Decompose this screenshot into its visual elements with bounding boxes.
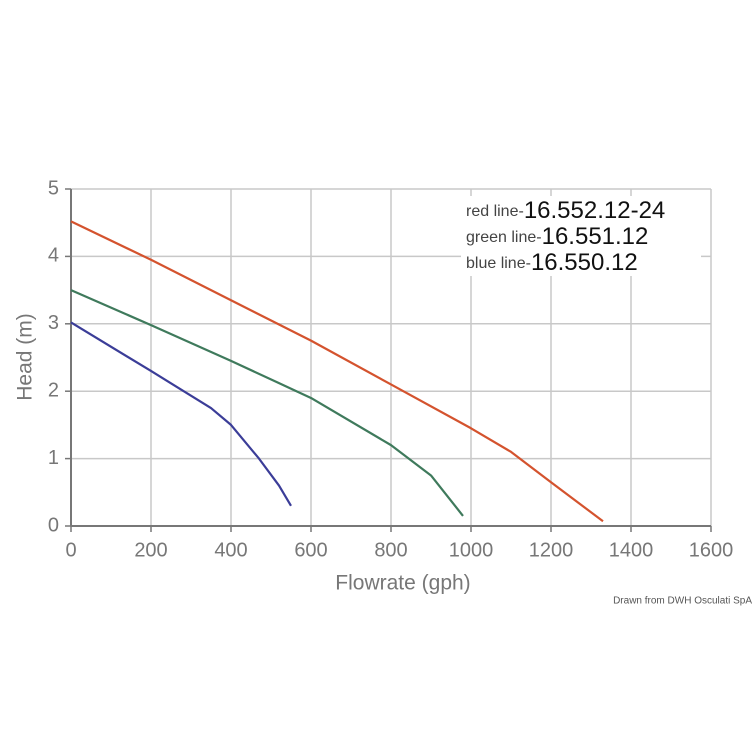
y-tick-label: 2: [48, 379, 59, 401]
y-tick-label: 0: [48, 514, 59, 536]
legend-name: 16.551.12: [542, 223, 649, 250]
legend-box: [461, 196, 701, 276]
series-line: [70, 289, 464, 517]
legend-entry: blue line-16.550.12: [466, 249, 638, 276]
y-tick-label: 1: [48, 447, 59, 469]
x-tick-label: 0: [65, 539, 76, 561]
x-tick-label: 1200: [529, 539, 574, 561]
legend-entry: green line-16.551.12: [466, 223, 648, 250]
series-line: [70, 220, 604, 523]
x-axis-title: Flowrate (gph): [335, 572, 470, 595]
y-tick-label: 4: [48, 245, 59, 267]
legend-prefix: red line-: [466, 203, 524, 220]
legend-entry: red line-16.552.12-24: [466, 197, 665, 224]
x-tick-label: 1000: [449, 539, 494, 561]
legend-name: 16.552.12-24: [524, 197, 665, 224]
y-axis-title: Head (m): [14, 313, 37, 401]
credit: Drawn from DWH Osculati SpA: [613, 596, 752, 607]
series-line: [70, 321, 292, 507]
x-tick-label: 400: [214, 539, 247, 561]
x-tick-label: 600: [294, 539, 327, 561]
legend-prefix: green line-: [466, 229, 542, 246]
y-tick-label: 5: [48, 177, 59, 199]
legend-name: 16.550.12: [531, 249, 638, 276]
x-tick-label: 200: [134, 539, 167, 561]
x-tick-label: 800: [374, 539, 407, 561]
legend-prefix: blue line-: [466, 255, 531, 272]
x-tick-label: 1400: [609, 539, 654, 561]
y-tick-label: 3: [48, 312, 59, 334]
x-tick-label: 1600: [689, 539, 734, 561]
